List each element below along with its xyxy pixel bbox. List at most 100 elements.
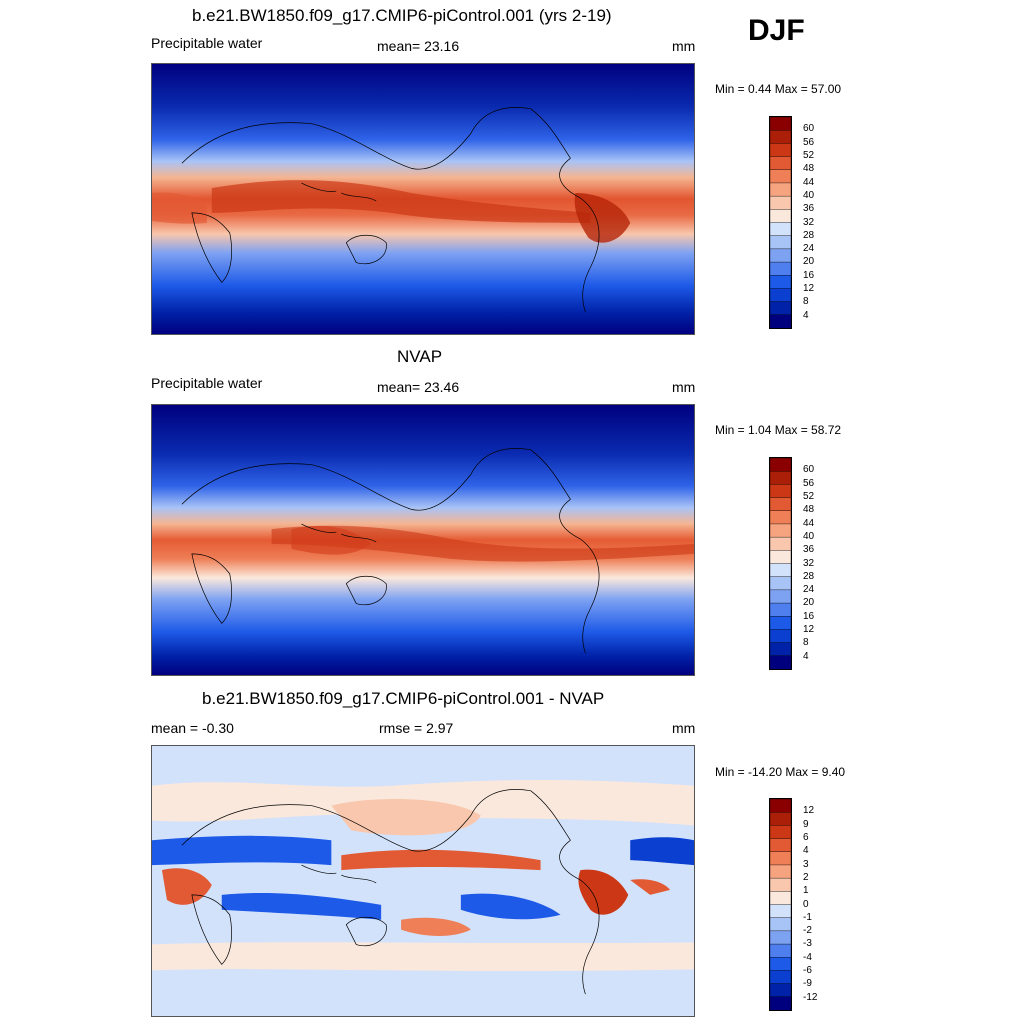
colorbar-swatch — [770, 470, 791, 485]
map-obs — [151, 404, 695, 676]
colorbar-swatch — [770, 891, 791, 905]
colorbar-tick-label: -3 — [803, 938, 812, 950]
colorbar-tick-label: -6 — [803, 965, 812, 977]
colorbar — [769, 457, 792, 670]
rmse-label: rmse = 2.97 — [379, 720, 454, 736]
minmax-label: Min = 1.04 Max = 58.72 — [715, 423, 842, 437]
colorbar-swatch — [770, 629, 791, 644]
units-label: mm — [672, 720, 696, 736]
colorbar-swatch — [770, 209, 791, 223]
colorbar-tick-label: 56 — [803, 477, 815, 489]
colorbar-tick-label: 8 — [803, 296, 809, 308]
panel-title: b.e21.BW1850.f09_g17.CMIP6-piControl.001… — [202, 689, 605, 708]
mean-label: mean= 23.46 — [377, 379, 460, 395]
colorbar — [769, 116, 792, 329]
colorbar-tick-label: 52 — [803, 490, 815, 502]
colorbar-tick-label: -1 — [803, 911, 812, 923]
colorbar-tick-label: -12 — [803, 991, 818, 1003]
season-label: DJF — [748, 14, 805, 47]
colorbar-swatch — [770, 550, 791, 564]
colorbar-tick-label: 2 — [803, 871, 809, 883]
colorbar-swatch — [770, 576, 791, 591]
colorbar-swatch — [770, 589, 791, 604]
colorbar-swatch — [770, 314, 791, 328]
panel-title: b.e21.BW1850.f09_g17.CMIP6-piControl.001… — [192, 6, 612, 25]
colorbar-tick-label: 4 — [803, 309, 809, 321]
colorbar-tick-label: 12 — [803, 805, 815, 817]
colorbar-swatch — [770, 983, 791, 998]
colorbar-tick-label: 32 — [803, 557, 815, 569]
colorbar-swatch — [770, 943, 791, 958]
colorbar-swatch — [770, 877, 791, 892]
colorbar-tick-label: 56 — [803, 136, 815, 148]
colorbar-swatch — [770, 275, 791, 289]
colorbar-tick-label: 44 — [803, 517, 815, 529]
colorbar-tick-label: 24 — [803, 243, 815, 255]
colorbar-tick-label: 40 — [803, 189, 815, 201]
colorbar-tick-label: 28 — [803, 570, 815, 582]
colorbar-tick-label: 36 — [803, 544, 815, 556]
colorbar-swatch — [770, 143, 791, 158]
colorbar-tick-label: 20 — [803, 256, 815, 268]
colorbar-tick-label: 0 — [803, 898, 809, 910]
colorbar-swatch — [770, 957, 791, 971]
colorbar-swatch — [770, 261, 791, 276]
map-model — [151, 63, 695, 335]
colorbar-tick-label: 4 — [803, 845, 809, 857]
colorbar-swatch — [770, 182, 791, 197]
units-label: mm — [672, 379, 696, 395]
colorbar-swatch — [770, 484, 791, 499]
colorbar-swatch — [770, 301, 791, 316]
colorbar-swatch — [770, 156, 791, 171]
colorbar-tick-label: 28 — [803, 229, 815, 241]
colorbar-swatch — [770, 497, 791, 512]
colorbar-tick-label: -4 — [803, 951, 812, 963]
colorbar-tick-label: 60 — [803, 464, 815, 476]
panel-title: NVAP — [397, 347, 443, 366]
minmax-label: Min = 0.44 Max = 57.00 — [715, 82, 842, 96]
colorbar-swatch — [770, 838, 791, 853]
colorbar-swatch — [770, 129, 791, 144]
colorbar-swatch — [770, 235, 791, 250]
colorbar-swatch — [770, 904, 791, 919]
colorbar-swatch — [770, 930, 791, 945]
colorbar-tick-label: 24 — [803, 584, 815, 596]
mean-label: mean = -0.30 — [151, 720, 234, 736]
colorbar-tick-label: 9 — [803, 818, 809, 830]
colorbar-swatch — [770, 825, 791, 840]
colorbar-tick-label: 12 — [803, 624, 815, 636]
colorbar-swatch — [770, 602, 791, 617]
mean-label: mean= 23.16 — [377, 38, 460, 54]
minmax-label: Min = -14.20 Max = 9.40 — [715, 765, 846, 779]
colorbar-tick-label: 48 — [803, 504, 815, 516]
colorbar-tick-label: 20 — [803, 597, 815, 609]
colorbar-tick-label: 36 — [803, 203, 815, 215]
colorbar-tick-label: 48 — [803, 163, 815, 175]
colorbar-swatch — [770, 616, 791, 630]
colorbar-swatch — [770, 563, 791, 578]
units-label: mm — [672, 38, 696, 54]
colorbar-swatch — [770, 288, 791, 303]
colorbar-tick-label: -2 — [803, 925, 812, 937]
colorbar-tick-label: 44 — [803, 176, 815, 188]
colorbar-swatch — [770, 222, 791, 237]
colorbar-swatch — [770, 510, 791, 525]
colorbar-tick-label: 6 — [803, 831, 809, 843]
colorbar-swatch — [770, 917, 791, 932]
colorbar-tick-label: 60 — [803, 123, 815, 135]
colorbar-swatch — [770, 169, 791, 184]
colorbar-swatch — [770, 655, 791, 669]
colorbar-tick-label: 16 — [803, 269, 815, 281]
colorbar-tick-label: 16 — [803, 610, 815, 622]
map-difference — [151, 745, 695, 1017]
colorbar-swatch — [770, 970, 791, 985]
colorbar-swatch — [770, 996, 791, 1010]
colorbar-swatch — [770, 536, 791, 551]
variable-label: Precipitable water — [151, 375, 263, 391]
colorbar-tick-label: -9 — [803, 978, 812, 990]
colorbar-tick-label: 8 — [803, 637, 809, 649]
colorbar-tick-label: 12 — [803, 283, 815, 295]
colorbar-swatch — [770, 851, 791, 866]
colorbar-swatch — [770, 117, 791, 131]
colorbar-swatch — [770, 642, 791, 657]
